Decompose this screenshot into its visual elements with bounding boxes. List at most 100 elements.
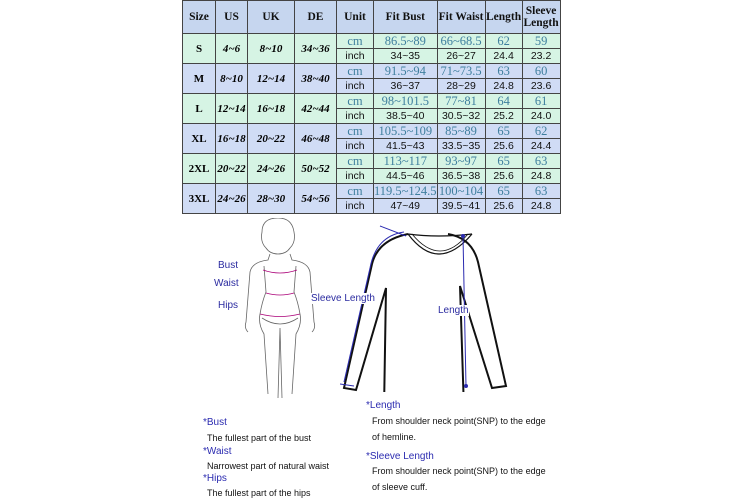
inch-value-cell: 39.5~41 <box>436 198 486 214</box>
note-hips-term: *Hips <box>203 473 227 484</box>
inch-value-cell: inch <box>336 198 374 214</box>
inch-value-cell: 24.8 <box>521 168 561 184</box>
inch-value-cell: inch <box>336 138 374 154</box>
inch-value-cell: inch <box>336 168 374 184</box>
inch-value-cell: 36.5~38 <box>436 168 486 184</box>
bust-label: Bust <box>218 260 239 271</box>
inch-value-cell: 24.4 <box>484 48 523 64</box>
header-cell: Sleeve Length <box>521 0 561 34</box>
note-waist-desc: Narrowest part of natural waist <box>207 461 330 471</box>
inch-value-cell: 26~27 <box>436 48 486 64</box>
header-cell: Fit Waist <box>436 0 486 34</box>
size-de-cell: 34~36 <box>294 33 337 64</box>
size-uk-cell: 8~10 <box>247 33 295 64</box>
size-uk-cell: 24~26 <box>247 153 295 184</box>
size-size-cell: M <box>182 63 216 94</box>
size-uk-cell: 20~22 <box>247 123 295 154</box>
note-sleeve-desc1: From shoulder neck point(SNP) to the edg… <box>372 466 546 476</box>
inch-value-cell: inch <box>336 78 374 94</box>
inch-value-cell: 24.0 <box>521 108 561 124</box>
table-row: S 4~6 8~10 34~36 cm 86.5~89 66~68.5 62 59 <box>182 33 561 64</box>
cm-value-cell: 65 <box>484 123 523 139</box>
cm-value-cell: 59 <box>521 33 561 49</box>
inch-value-cell: 24.8 <box>484 78 523 94</box>
header-cell: US <box>215 0 248 34</box>
header-cell: Fit Bust <box>373 0 438 34</box>
size-uk-cell: 28~30 <box>247 183 295 214</box>
cm-value-cell: 65 <box>484 153 523 169</box>
table-row: 2XL 20~22 24~26 50~52 cm 113~117 93~97 65 63 <box>182 153 561 184</box>
header-cell: UK <box>247 0 295 34</box>
inch-value-cell: 44.5~46 <box>373 168 438 184</box>
header-cell: Length <box>484 0 523 34</box>
inch-value-cell: 25.6 <box>484 198 523 214</box>
cm-value-cell: cm <box>336 183 374 199</box>
size-size-cell: 3XL <box>182 183 216 214</box>
header-cell: DE <box>294 0 337 34</box>
cm-value-cell: 63 <box>484 63 523 79</box>
inch-value-cell: 25.2 <box>484 108 523 124</box>
inch-value-cell: 25.6 <box>484 168 523 184</box>
size-de-cell: 54~56 <box>294 183 337 214</box>
size-size-cell: L <box>182 93 216 124</box>
inch-value-cell: 34~35 <box>373 48 438 64</box>
cm-value-cell: cm <box>336 123 374 139</box>
table-row: 3XL 24~26 28~30 54~56 cm 119.5~124.5 100~104 65… <box>182 183 561 214</box>
cm-value-cell: cm <box>336 153 374 169</box>
size-de-cell: 38~40 <box>294 63 337 94</box>
sleeve-length-label: Sleeve Length <box>311 293 375 304</box>
size-us-cell: 8~10 <box>215 63 248 94</box>
cm-value-cell: 85~89 <box>436 123 486 139</box>
inch-value-cell: 23.2 <box>521 48 561 64</box>
inch-value-cell: 23.6 <box>521 78 561 94</box>
header-cell: Size <box>182 0 216 34</box>
table-row: XL 16~18 20~22 46~48 cm 105.5~109 85~89 65 62 <box>182 123 561 154</box>
size-us-cell: 4~6 <box>215 33 248 64</box>
note-length-desc1: From shoulder neck point(SNP) to the edg… <box>372 416 546 426</box>
length-label: Length <box>438 305 469 316</box>
cm-value-cell: 63 <box>521 183 561 199</box>
size-de-cell: 42~44 <box>294 93 337 124</box>
size-de-cell: 50~52 <box>294 153 337 184</box>
note-sleeve-desc2: of sleeve cuff. <box>372 482 428 492</box>
note-sleeve-term: *Sleeve Length <box>366 451 434 462</box>
size-us-cell: 16~18 <box>215 123 248 154</box>
inch-value-cell: 33.5~35 <box>436 138 486 154</box>
inch-value-cell: 30.5~32 <box>436 108 486 124</box>
note-bust-desc: The fullest part of the bust <box>207 433 312 443</box>
cm-value-cell: 98~101.5 <box>373 93 438 109</box>
table-row: inch 47~49 39.5~41 25.6 24.8 <box>182 198 561 214</box>
table-row: L 12~14 16~18 42~44 cm 98~101.5 77~81 64 61 <box>182 93 561 124</box>
size-uk-cell: 16~18 <box>247 93 295 124</box>
waist-label: Waist <box>214 278 239 289</box>
inch-value-cell: inch <box>336 48 374 64</box>
cm-value-cell: cm <box>336 63 374 79</box>
cm-value-cell: 66~68.5 <box>436 33 486 49</box>
inch-value-cell: 38.5~40 <box>373 108 438 124</box>
table-row: inch 41.5~43 33.5~35 25.6 24.4 <box>182 138 561 154</box>
cm-value-cell: 100~104 <box>436 183 486 199</box>
cm-value-cell: 105.5~109 <box>373 123 438 139</box>
cm-value-cell: 77~81 <box>436 93 486 109</box>
cm-value-cell: 62 <box>521 123 561 139</box>
size-de-cell: 46~48 <box>294 123 337 154</box>
size-size-cell: 2XL <box>182 153 216 184</box>
table-header-row: Size US UK DE Unit Fit Bust Fit Waist Length Sle… <box>182 0 561 34</box>
cm-value-cell: 91.5~94 <box>373 63 438 79</box>
inch-value-cell: inch <box>336 108 374 124</box>
inch-value-cell: 47~49 <box>373 198 438 214</box>
cm-value-cell: 86.5~89 <box>373 33 438 49</box>
cm-value-cell: 113~117 <box>373 153 438 169</box>
inch-value-cell: 25.6 <box>484 138 523 154</box>
size-us-cell: 12~14 <box>215 93 248 124</box>
size-us-cell: 24~26 <box>215 183 248 214</box>
cm-value-cell: cm <box>336 33 374 49</box>
inch-value-cell: 28~29 <box>436 78 486 94</box>
body-figure-illustration <box>244 218 316 398</box>
cm-value-cell: 61 <box>521 93 561 109</box>
note-length-desc2: of hemline. <box>372 432 417 442</box>
hips-label: Hips <box>218 300 239 311</box>
size-uk-cell: 12~14 <box>247 63 295 94</box>
inch-value-cell: 24.8 <box>521 198 561 214</box>
cm-value-cell: 119.5~124.5 <box>373 183 438 199</box>
